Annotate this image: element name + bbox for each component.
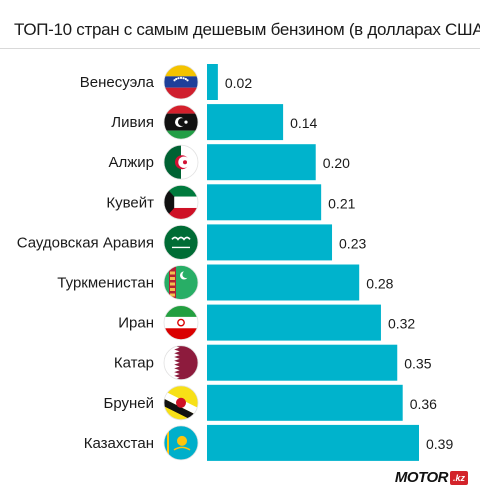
bar-1	[207, 64, 218, 100]
venezuela-flag-icon	[163, 64, 199, 100]
kuwait-flag-icon	[163, 184, 199, 220]
bar-10	[207, 424, 419, 461]
category-label: Ливия	[111, 114, 154, 131]
value-label: 0.20	[323, 155, 350, 171]
category-label: Иран	[118, 315, 154, 332]
category-label: Туркменистан	[57, 275, 154, 292]
iran-flag-icon	[163, 305, 199, 341]
bar-9	[207, 384, 403, 421]
logo-text: MOTOR	[394, 469, 449, 486]
bar-7	[207, 304, 381, 341]
category-label: Кувейт	[106, 194, 154, 211]
turkmenistan-flag-icon	[163, 265, 199, 300]
logo-badge: .kz	[449, 470, 468, 485]
value-label: 0.32	[388, 316, 415, 332]
kazakhstan-flag-icon	[163, 425, 199, 461]
category-label: Саудовская Аравия	[17, 234, 154, 251]
bar-2	[207, 104, 284, 141]
algeria-flag-icon	[163, 144, 199, 180]
saudi-arabia-flag-icon	[163, 224, 199, 260]
title-divider	[0, 48, 480, 49]
category-label: Катар	[114, 355, 154, 372]
category-label: Казахстан	[84, 435, 154, 452]
category-label: Венесуэла	[80, 74, 155, 91]
value-label: 0.23	[339, 235, 366, 251]
value-label: 0.35	[404, 356, 431, 372]
bar-4	[207, 184, 322, 221]
category-label: Бруней	[103, 395, 154, 412]
value-label: 0.36	[410, 396, 437, 412]
value-label: 0.39	[426, 436, 453, 452]
category-label: Алжир	[108, 154, 154, 171]
value-label: 0.28	[366, 276, 393, 292]
libya-flag-icon	[163, 104, 199, 140]
chart-title: ТОП-10 стран с самым дешевым бензином (в…	[14, 20, 480, 39]
bar-3	[207, 144, 316, 181]
value-label: 0.21	[328, 195, 355, 211]
brunei-flag-icon	[163, 385, 199, 421]
bar-8	[207, 344, 398, 381]
value-label: 0.02	[225, 75, 252, 91]
motor-kz-logo: MOTOR .kz	[395, 469, 468, 486]
qatar-flag-icon	[163, 345, 199, 381]
value-label: 0.14	[290, 115, 317, 131]
bar-5	[207, 224, 333, 261]
bar-6	[207, 264, 360, 301]
